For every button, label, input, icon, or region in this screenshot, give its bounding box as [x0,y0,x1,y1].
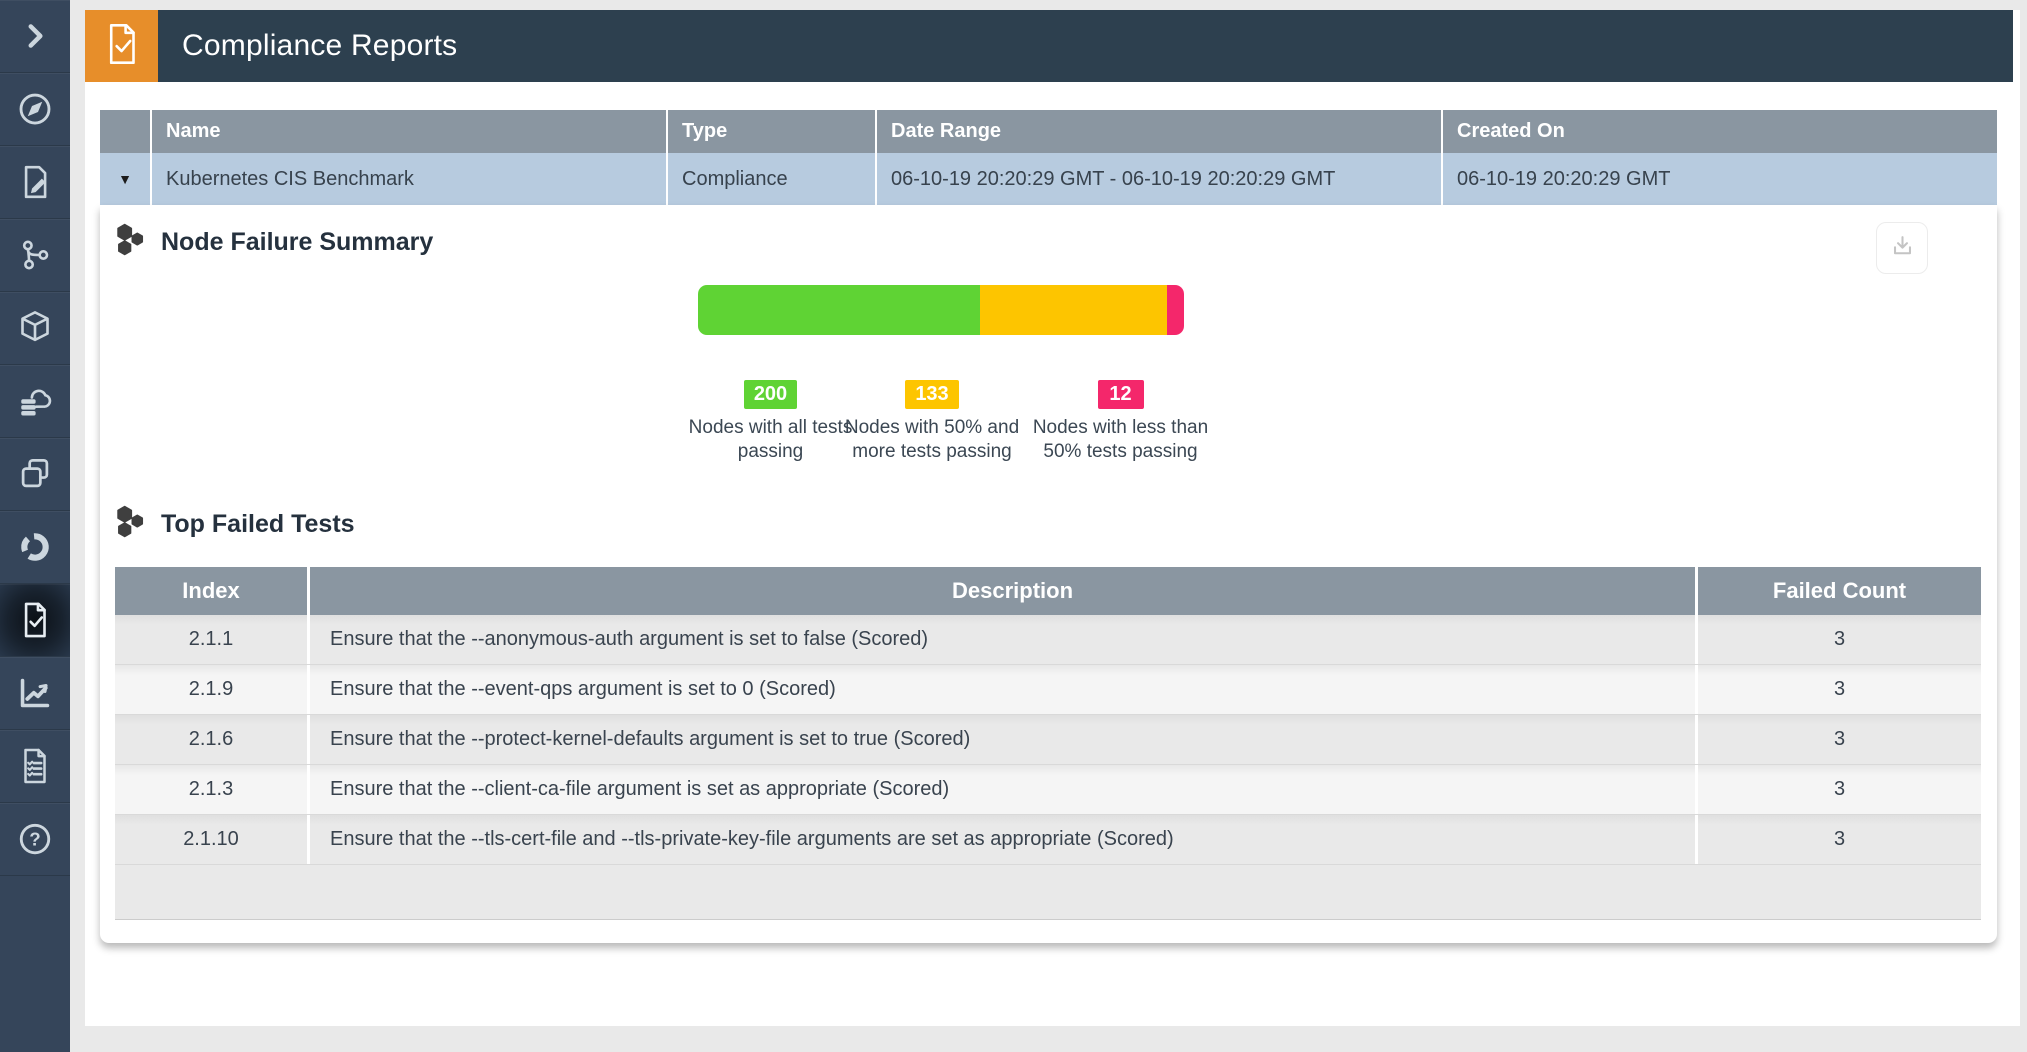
hexagon-cluster-icon [115,505,146,543]
expander-column-header [100,110,150,153]
bar-segment [1167,285,1184,335]
top-failed-tests-table: Index Description Failed Count 2.1.1 Ens… [115,567,1981,920]
report-type-cell: Compliance [666,153,875,205]
sidebar: ? [0,0,70,1052]
failed-test-index: 2.1.10 [183,828,239,850]
cloud-database-icon [15,381,55,421]
donut-chart-icon [16,528,54,566]
column-header-failed-count: Failed Count [1695,567,1981,615]
sidebar-item-help[interactable]: ? [0,803,70,876]
chart-line-icon [16,674,54,712]
sidebar-item-expand[interactable] [0,0,70,73]
report-row-kubernetes-cis-benchmark[interactable]: ▼ Kubernetes CIS Benchmark Compliance 06… [100,153,1997,205]
sidebar-item-compliance-reports[interactable] [0,584,70,657]
help-icon: ? [15,819,55,859]
sidebar-item-dashboard[interactable] [0,73,70,146]
legend-label: Nodes with 50% and more tests passing [844,417,1020,462]
cube-icon [15,308,55,348]
failed-table-body: 2.1.1 Ensure that the --anonymous-auth a… [115,615,1981,865]
document-check-icon [99,21,145,72]
document-checklist-icon [16,747,54,785]
main-panel: Compliance Reports Name Type Date Range … [85,10,2020,1026]
layers-icon [16,455,54,493]
column-header-type: Type [666,110,875,153]
failed-test-description: Ensure that the --protect-kernel-default… [307,715,1695,764]
column-header-description: Description [307,567,1695,615]
page-header-bar: Compliance Reports [158,10,2013,82]
failed-test-row: 2.1.3 Ensure that the --client-ca-file a… [115,765,1981,815]
legend-item: 12 Nodes with less than 50% tests passin… [1013,380,1228,464]
chevron-right-icon [18,19,52,53]
sidebar-item-risk-reports[interactable] [0,511,70,584]
failed-test-description: Ensure that the --event-qps argument is … [307,665,1695,714]
failed-test-index: 2.1.6 [188,728,234,750]
node-failure-summary-heading: Node Failure Summary [115,223,433,261]
sidebar-item-assets[interactable] [0,292,70,365]
caret-down-icon: ▼ [118,171,132,187]
section-title: Node Failure Summary [161,227,434,256]
failed-test-index: 2.1.3 [188,778,234,800]
column-header-date-range: Date Range [875,110,1441,153]
failed-table-empty-row [115,865,1981,920]
report-table-header: Name Type Date Range Created On [100,110,1997,153]
failed-table-header: Index Description Failed Count [115,567,1981,615]
sidebar-item-cloud-registry[interactable] [0,365,70,438]
column-header-index: Index [182,578,240,603]
compass-icon [15,89,55,129]
node-failure-stacked-bar [698,285,1184,335]
document-check-icon [16,601,54,639]
sidebar-item-network-activity[interactable] [0,219,70,292]
report-created-on-cell: 06-10-19 20:20:29 GMT [1441,153,1997,205]
hexagon-cluster-icon [115,223,146,261]
page-header: Compliance Reports [85,10,2013,82]
page-header-icon-block [85,10,158,82]
document-edit-icon [16,163,54,201]
svg-text:?: ? [29,829,40,850]
failed-test-count: 3 [1695,665,1981,714]
report-list-table: Name Type Date Range Created On ▼ Kubern… [100,110,1997,205]
report-detail-card: Node Failure Summary 200 Nodes with all … [100,205,1997,943]
failed-test-description: Ensure that the --tls-cert-file and --tl… [307,815,1695,864]
download-icon [1889,233,1916,263]
failed-test-row: 2.1.1 Ensure that the --anonymous-auth a… [115,615,1981,665]
legend-count-badge: 12 [1097,380,1144,409]
failed-test-description: Ensure that the --anonymous-auth argumen… [307,615,1695,664]
failed-test-description: Ensure that the --client-ca-file argumen… [307,765,1695,814]
column-header-name: Name [150,110,666,153]
failed-test-count: 3 [1695,815,1981,864]
sidebar-item-containers[interactable] [0,438,70,511]
page-title: Compliance Reports [182,29,458,62]
failed-test-count: 3 [1695,765,1981,814]
sidebar-item-audit-log[interactable] [0,730,70,803]
report-name-cell: Kubernetes CIS Benchmark [150,153,666,205]
network-nodes-icon [16,236,54,274]
top-failed-tests-heading: Top Failed Tests [115,505,355,543]
failed-test-count: 3 [1695,615,1981,664]
bar-segment [979,285,1168,335]
legend-label: Nodes with less than 50% tests passing [1032,417,1209,462]
download-button[interactable] [1876,222,1928,274]
report-date-range-cell: 06-10-19 20:20:29 GMT - 06-10-19 20:20:2… [875,153,1441,205]
legend-count-badge: 133 [905,380,959,409]
legend-count-badge: 200 [743,380,798,409]
failed-test-index: 2.1.9 [188,678,234,700]
sidebar-item-security-events[interactable] [0,657,70,730]
legend-item: 200 Nodes with all tests passing [688,380,853,464]
section-title: Top Failed Tests [161,509,355,538]
column-header-created-on: Created On [1441,110,1997,153]
failed-test-row: 2.1.10 Ensure that the --tls-cert-file a… [115,815,1981,865]
failed-test-row: 2.1.9 Ensure that the --event-qps argume… [115,665,1981,715]
legend-label: Nodes with all tests passing [688,417,853,462]
failed-test-index: 2.1.1 [188,628,234,650]
bar-segment [698,285,980,335]
legend-item: 133 Nodes with 50% and more tests passin… [827,380,1037,464]
failed-test-row: 2.1.6 Ensure that the --protect-kernel-d… [115,715,1981,765]
row-expander[interactable]: ▼ [100,153,150,205]
failed-test-count: 3 [1695,715,1981,764]
sidebar-item-policy[interactable] [0,146,70,219]
